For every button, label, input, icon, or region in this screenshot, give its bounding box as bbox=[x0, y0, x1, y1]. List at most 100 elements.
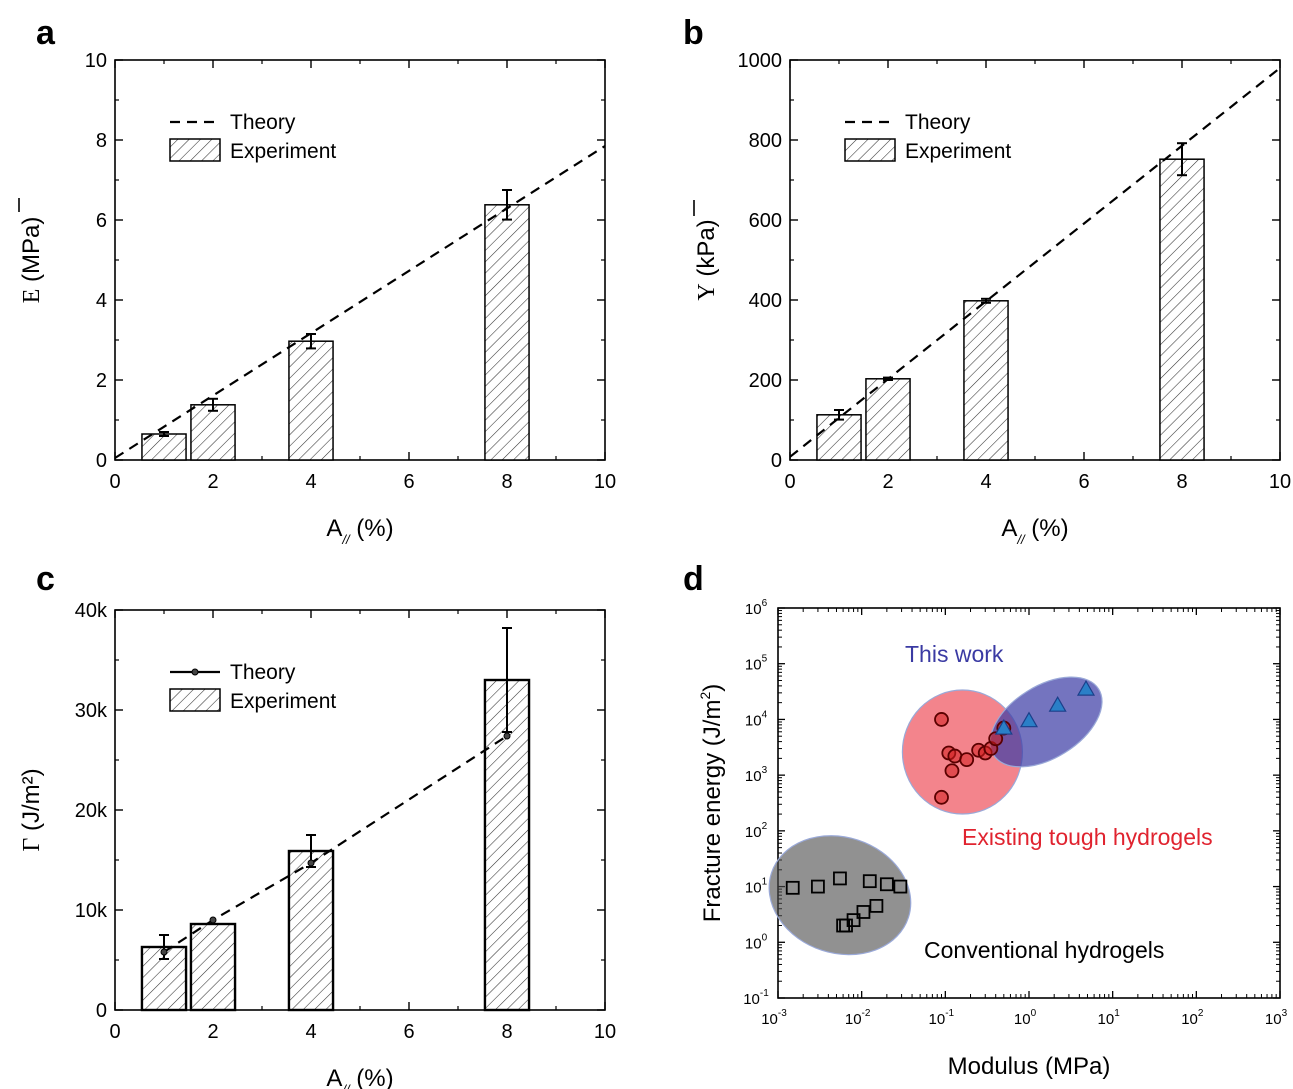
x-axis-label-unit: (%) bbox=[1025, 515, 1069, 542]
x-tick-label: 2 bbox=[882, 471, 893, 493]
theory-point bbox=[307, 859, 315, 867]
annotation-2: Conventional hydrogels bbox=[924, 937, 1164, 963]
x-tick-label: 0 bbox=[784, 471, 795, 493]
y-tick-label: 101 bbox=[745, 877, 768, 897]
x-tick-label: 6 bbox=[403, 1021, 414, 1043]
y-tick-label: 40k bbox=[75, 600, 108, 622]
conventional-point bbox=[856, 905, 871, 919]
y-tick-label: 200 bbox=[749, 370, 782, 392]
tough-point bbox=[934, 712, 949, 727]
y-tick-label: 800 bbox=[749, 130, 782, 152]
legend-theory-label: Theory bbox=[230, 661, 296, 684]
experiment-bar bbox=[287, 849, 335, 1012]
panel-b-chart: 0 2 4 6 8 10 0 200 400 600 800 1000 Theory Experiment… bbox=[693, 50, 1291, 547]
x-tick-label: 6 bbox=[403, 471, 414, 493]
x-tick-label: 10 bbox=[1269, 471, 1291, 493]
theory-point bbox=[160, 948, 168, 956]
x-axis-label-main: A bbox=[326, 1065, 342, 1089]
experiment-bar bbox=[189, 922, 237, 1012]
x-tick-label: 10 bbox=[594, 1021, 616, 1043]
x-axis-label: A// (%) bbox=[326, 1065, 393, 1089]
this-work-point bbox=[1076, 679, 1096, 696]
x-tick-label: 2 bbox=[207, 1021, 218, 1043]
x-tick-label: 8 bbox=[501, 471, 512, 493]
plot-frame bbox=[114, 59, 606, 461]
legend-theory-label: Theory bbox=[905, 111, 971, 134]
y-tick-label: 6 bbox=[96, 210, 107, 232]
y-tick-label: 30k bbox=[75, 700, 108, 722]
this-work-point bbox=[994, 718, 1013, 735]
y-tick-exponent: 4 bbox=[762, 709, 768, 720]
y-axis-label-unit: (kPa) bbox=[693, 219, 720, 283]
panel-c-chart: 0 2 4 6 8 10 0 10k 20k 30k 40k Theory Experiment A// … bbox=[18, 600, 616, 1089]
panel-label-b: b bbox=[683, 14, 704, 52]
legend-experiment-label: Experiment bbox=[230, 140, 336, 163]
x-tick-exponent: -1 bbox=[945, 1008, 954, 1019]
conventional-point bbox=[879, 877, 894, 892]
x-tick-label: 4 bbox=[305, 471, 316, 493]
experiment-bar bbox=[865, 378, 911, 461]
legend-experiment-label: Experiment bbox=[905, 140, 1011, 163]
x-tick-label: 2 bbox=[207, 471, 218, 493]
panel-label-d: d bbox=[683, 560, 704, 598]
y-axis-label-symbol: E bbox=[19, 289, 45, 304]
conventional-point bbox=[836, 918, 851, 933]
y-tick-label: 0 bbox=[96, 1000, 107, 1022]
legend-experiment-swatch bbox=[169, 138, 221, 162]
legend-experiment-label: Experiment bbox=[230, 690, 336, 713]
tough-point bbox=[959, 752, 975, 768]
y-tick-label: 20k bbox=[75, 800, 108, 822]
annotation-1: Existing tough hydrogels bbox=[962, 824, 1213, 850]
x-tick-label: 10 bbox=[594, 471, 616, 493]
x-tick-label: 4 bbox=[305, 1021, 316, 1043]
panel-label-a: a bbox=[36, 14, 56, 52]
legend-experiment-swatch bbox=[169, 688, 221, 712]
conventional-point bbox=[862, 874, 877, 889]
conventional-point bbox=[811, 879, 825, 894]
x-tick-exponent: 1 bbox=[1114, 1008, 1120, 1019]
y-tick-label: 104 bbox=[745, 709, 768, 729]
panel-d-chart: 10-3 10-2 10-1 100 101 102 10310-1100101102103… bbox=[697, 598, 1288, 1080]
conventional-point bbox=[833, 871, 847, 886]
y-tick-label: 400 bbox=[749, 290, 782, 312]
x-tick-label: 103 bbox=[1265, 1008, 1288, 1028]
annotation-0: This work bbox=[905, 641, 1004, 667]
conventional-point bbox=[785, 880, 800, 895]
plot-frame bbox=[789, 59, 1281, 461]
panel-label-c: c bbox=[36, 560, 55, 598]
y-axis-label-sup: 2 bbox=[697, 692, 713, 700]
y-tick-label: 10-1 bbox=[743, 988, 769, 1008]
x-axis-label-sub: // bbox=[1016, 532, 1026, 547]
x-tick-label: 10-3 bbox=[761, 1008, 787, 1028]
y-axis-label: Γ (J/m²) bbox=[18, 768, 45, 851]
y-tick-exponent: 3 bbox=[762, 765, 768, 776]
experiment-bar bbox=[1159, 158, 1205, 461]
y-axis-label: Y (kPa) bbox=[693, 219, 720, 300]
y-tick-label: 0 bbox=[771, 450, 782, 472]
x-axis-label: Modulus (MPa) bbox=[948, 1053, 1111, 1080]
tough-point bbox=[934, 789, 949, 805]
y-axis-label-symbol: Y bbox=[694, 283, 720, 300]
legend-theory-marker bbox=[191, 668, 199, 676]
x-axis-label-sub: // bbox=[341, 532, 351, 547]
x-tick-label: 8 bbox=[501, 1021, 512, 1043]
y-tick-label: 1000 bbox=[738, 50, 783, 72]
y-tick-exponent: 1 bbox=[762, 877, 768, 888]
theory-point bbox=[503, 732, 511, 740]
y-tick-label: 100 bbox=[745, 932, 768, 952]
y-axis-label-symbol: Γ bbox=[19, 838, 45, 852]
y-axis-label-main: Fracture energy (J/m bbox=[699, 700, 726, 923]
y-tick-exponent: 6 bbox=[762, 598, 768, 609]
y-tick-exponent: 2 bbox=[762, 821, 768, 832]
experiment-bar bbox=[141, 433, 187, 461]
y-tick-label: 102 bbox=[745, 821, 768, 841]
y-tick-label: 4 bbox=[96, 290, 107, 312]
this-work-point bbox=[1019, 711, 1039, 728]
y-tick-exponent: -1 bbox=[760, 988, 769, 999]
y-axis-label-close: ) bbox=[699, 684, 726, 692]
x-tick-exponent: 2 bbox=[1198, 1008, 1204, 1019]
x-tick-label: 8 bbox=[1176, 471, 1187, 493]
x-tick-exponent: -2 bbox=[862, 1008, 871, 1019]
x-axis-label-main: A bbox=[326, 515, 342, 542]
y-tick-label: 10 bbox=[85, 50, 107, 72]
